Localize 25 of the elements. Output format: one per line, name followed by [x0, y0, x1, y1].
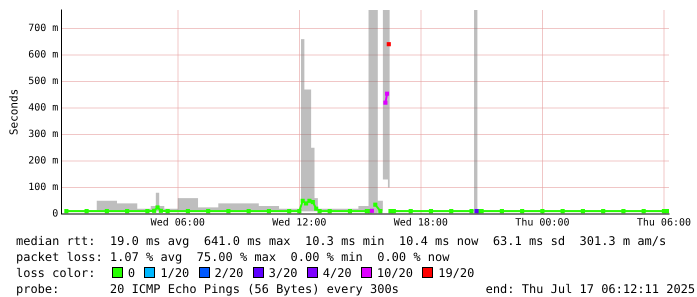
legend-label: 0 [128, 266, 136, 280]
y-tick-label: 700 m [28, 23, 58, 34]
x-tick-label: Wed 12:00 [272, 218, 326, 229]
y-axis-title: Seconds [7, 88, 20, 136]
x-tick-label: Thu 00:00 [515, 218, 570, 229]
y-tick-label: 0 [52, 208, 58, 220]
y-tick-label: 300 m [28, 129, 58, 140]
legend-title: loss color: [16, 266, 96, 280]
x-tick-label: Thu 06:00 [636, 218, 692, 229]
legend-label: 1/20 [160, 266, 190, 280]
y-tick-label: 500 m [28, 76, 58, 88]
legend-label: 4/20 [322, 266, 353, 280]
text: probe: 20 ICMP Echo Pings (56 Bytes) every 300s end: Thu Jul 17 06:12:11 2025 [16, 281, 696, 297]
legend-label: 10/20 [376, 266, 414, 280]
y-tick-label: 600 m [28, 50, 58, 61]
legend-label: 2/20 [214, 266, 244, 280]
y-tick-label: 100 m [28, 182, 58, 194]
text: packet loss: 1.07 % avg 75.00 % max 0.00 % min 0.00 % now [16, 249, 450, 265]
legend-label: 19/20 [438, 266, 476, 280]
y-tick-label: 200 m [28, 156, 58, 167]
x-tick-label: Wed 18:00 [394, 218, 448, 229]
text: median rtt: 19.0 ms avg 641.0 ms max 10.3 ms min 10.4 ms now 63.1 ms sd 301.3 m am/s [16, 233, 668, 249]
legend-label: 3/20 [268, 266, 299, 280]
y-tick-label: 400 m [28, 102, 58, 114]
x-tick-label: Wed 06:00 [150, 218, 205, 229]
